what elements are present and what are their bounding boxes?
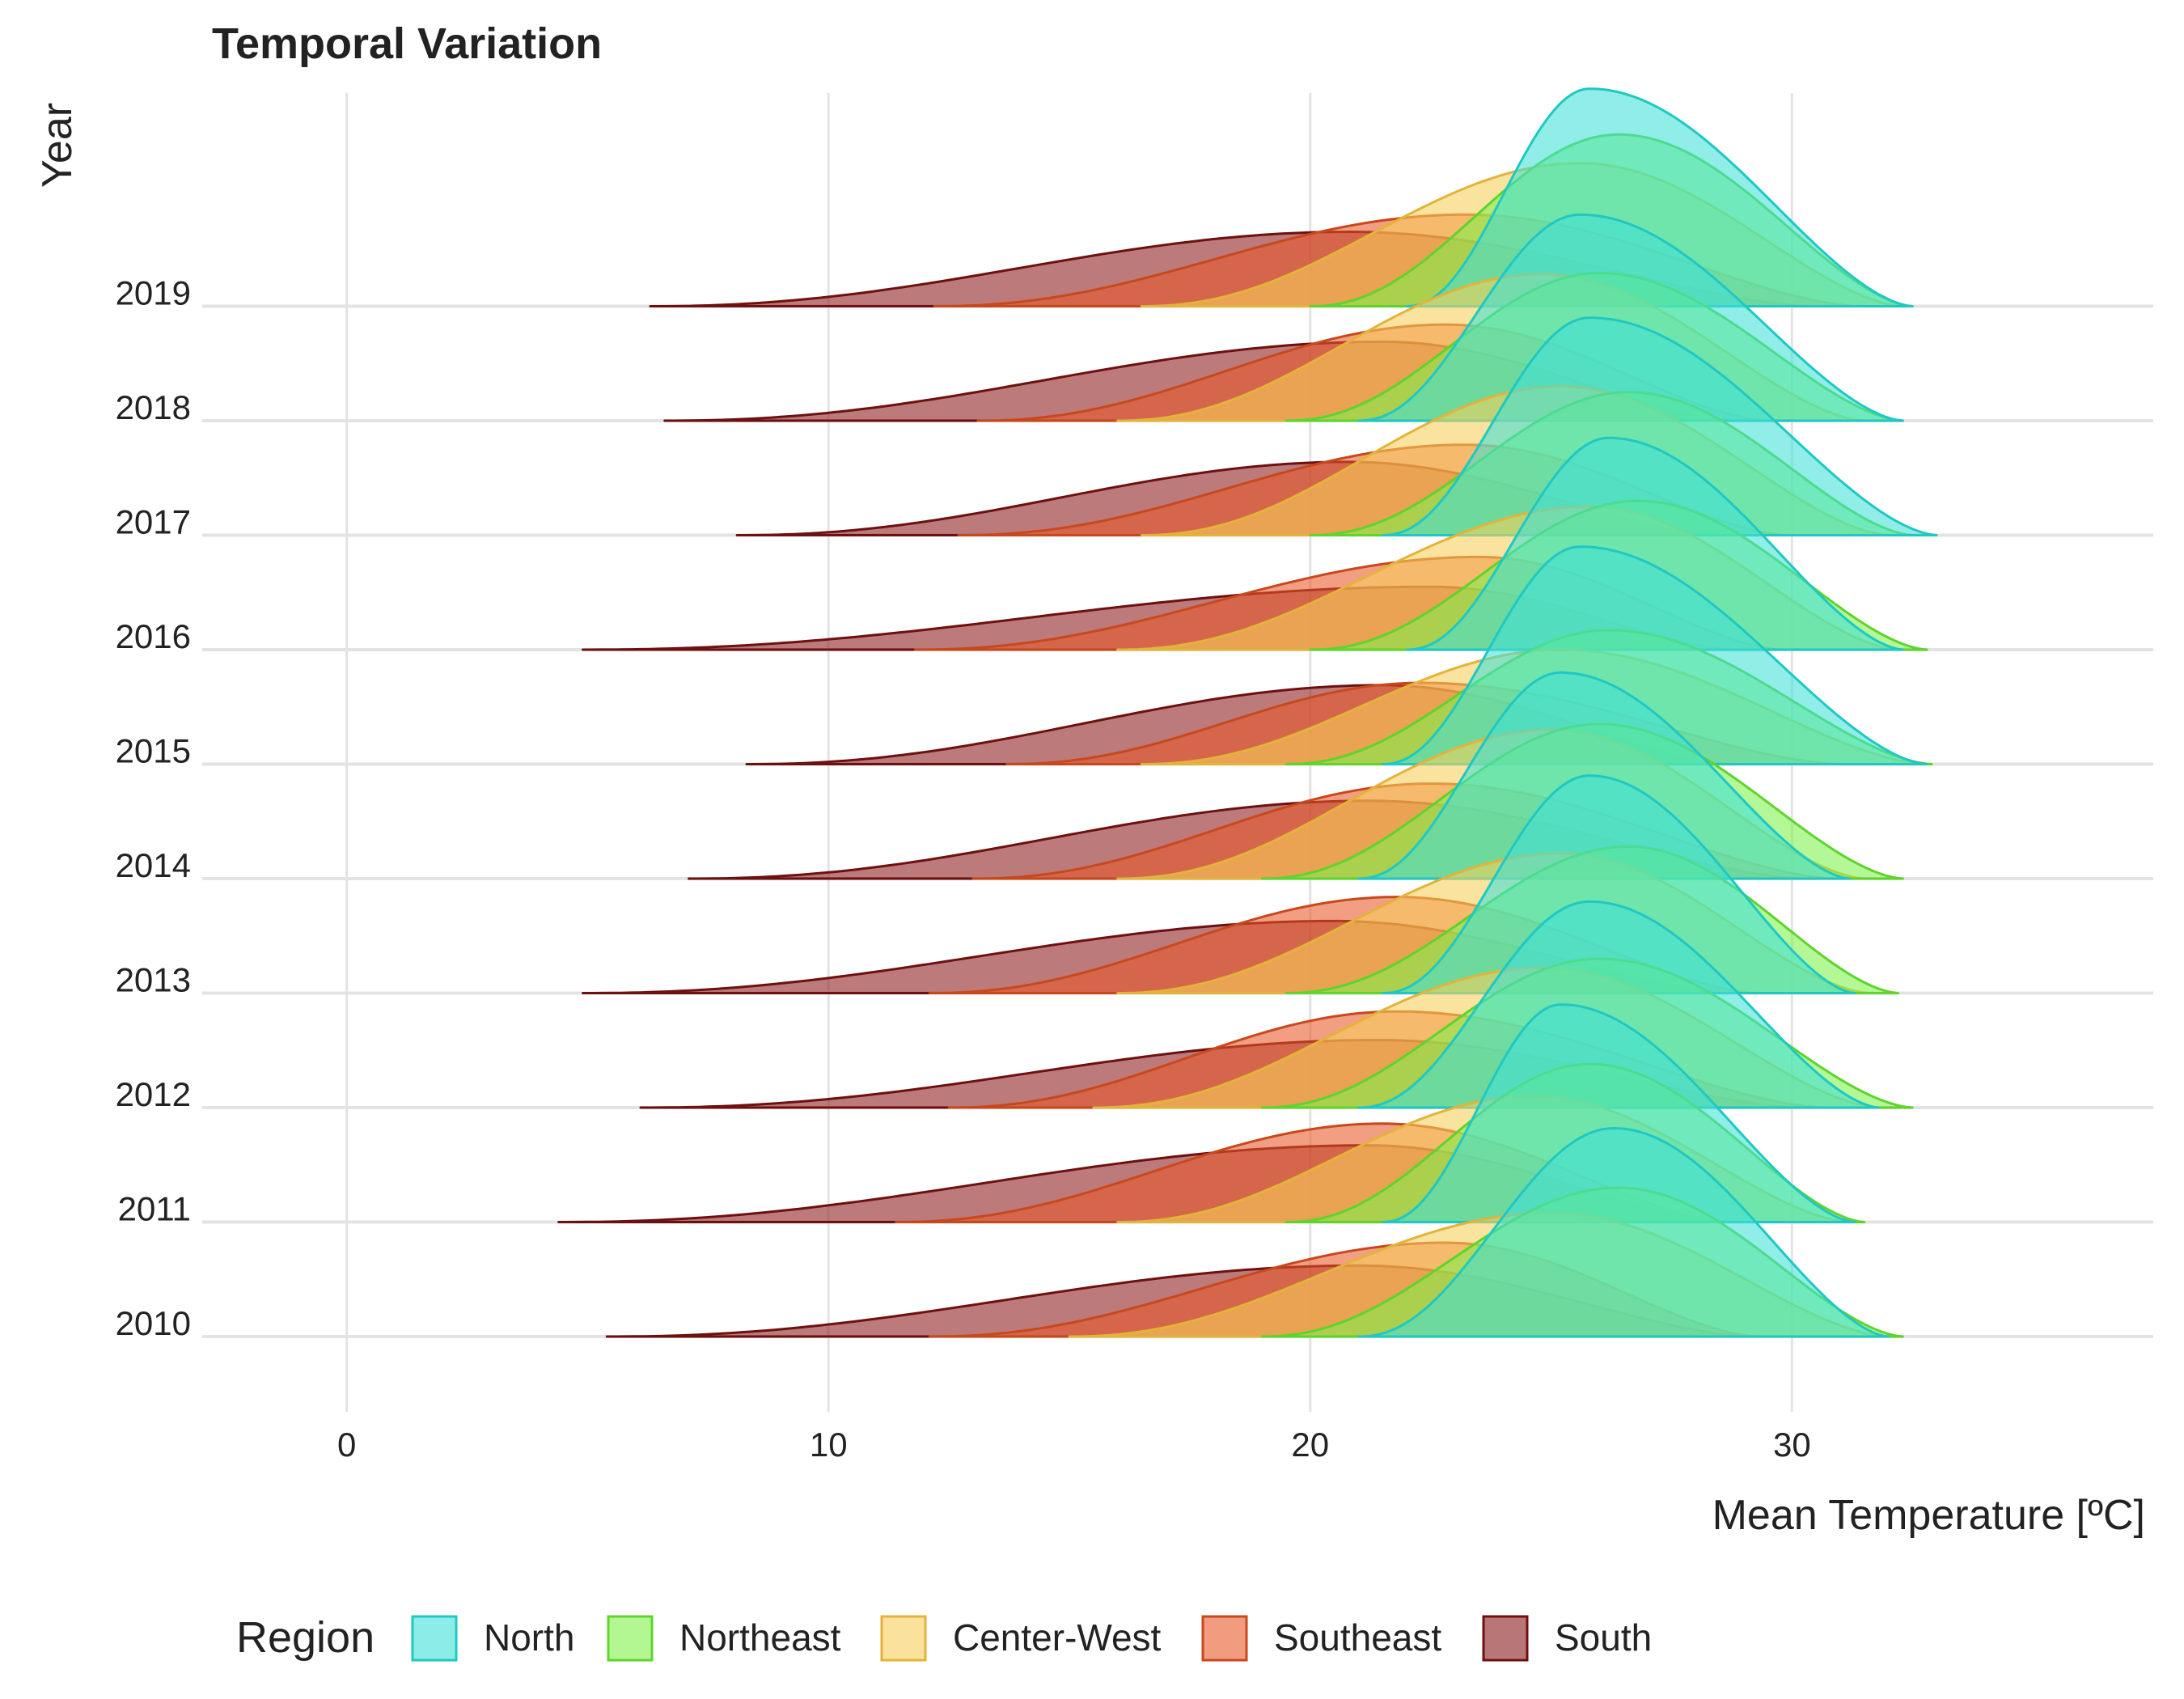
legend-label-center-west: Center-West — [953, 1616, 1162, 1659]
y-tick-label: 2012 — [116, 1075, 191, 1113]
axis-layer: 0 10 20 30 2010 2011 2012 2013 2014 2015 2016 2017 2… — [116, 274, 1811, 1464]
x-tick-label: 0 — [337, 1426, 356, 1464]
ridge-north-2011 — [1381, 1003, 1856, 1223]
legend-label-northeast: Northeast — [679, 1616, 841, 1659]
ridge-layer — [557, 87, 1938, 1338]
y-tick-label: 2019 — [116, 274, 191, 312]
y-tick-label: 2013 — [116, 961, 191, 999]
x-tick-label: 10 — [810, 1426, 848, 1464]
legend-label-south: South — [1555, 1616, 1652, 1659]
legend-title: Region — [236, 1613, 375, 1662]
x-axis-label: Mean Temperature [ºC] — [1712, 1492, 2145, 1539]
legend-label-southeast: Southeast — [1274, 1616, 1441, 1659]
ridge-north-2013 — [1381, 774, 1856, 994]
legend-key-south — [1482, 1615, 1529, 1662]
y-tick-label: 2017 — [116, 503, 191, 541]
ridge-north-2010 — [1357, 1127, 1890, 1338]
y-axis-label: Year — [34, 103, 81, 188]
y-tick-label: 2010 — [116, 1304, 191, 1342]
legend-label-north: North — [484, 1616, 574, 1659]
legend: Region North Northeast Center-West Southeas… — [236, 1613, 1652, 1662]
y-tick-label: 2014 — [116, 846, 191, 884]
x-tick-label: 20 — [1291, 1426, 1329, 1464]
ridge-north-2017 — [1381, 316, 1938, 536]
ridge-north-2012 — [1357, 900, 1880, 1109]
legend-key-southeast — [1201, 1615, 1248, 1662]
y-tick-label: 2016 — [116, 617, 191, 655]
x-tick-label: 30 — [1773, 1426, 1811, 1464]
chart-title: Temporal Variation — [212, 19, 602, 68]
y-tick-label: 2015 — [116, 732, 191, 770]
legend-key-north — [411, 1615, 458, 1662]
legend-key-northeast — [607, 1615, 654, 1662]
legend-key-center-west — [880, 1615, 927, 1662]
y-tick-label: 2011 — [118, 1190, 191, 1228]
legend-items: North Northeast Center-West Southeast South — [411, 1615, 1652, 1662]
ridge-north-2014 — [1357, 671, 1852, 880]
ridge-north-2018 — [1357, 213, 1904, 422]
y-tick-label: 2018 — [116, 388, 191, 426]
